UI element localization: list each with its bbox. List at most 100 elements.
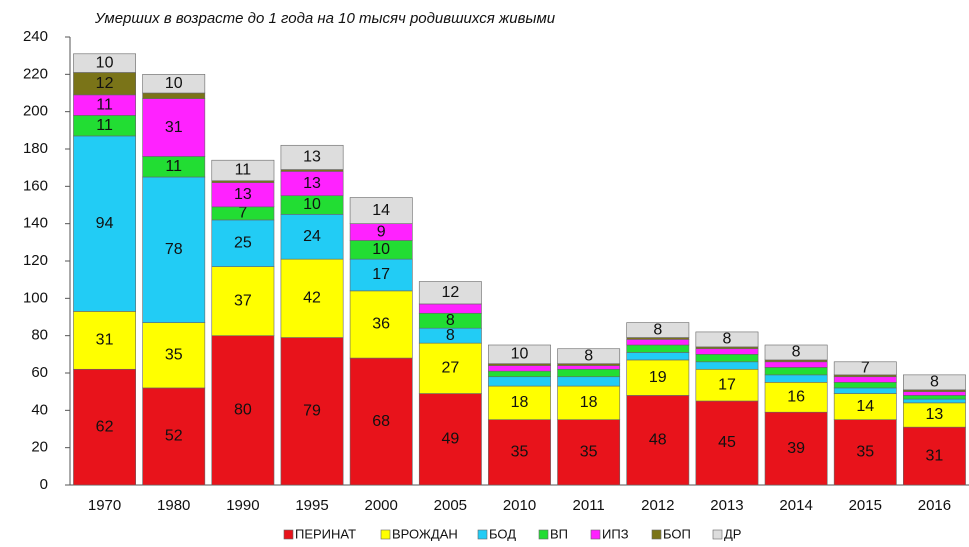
- bar-segment: [280, 258, 344, 338]
- data-label: 48: [649, 431, 667, 448]
- data-label: 62: [96, 418, 114, 435]
- x-tick-label: 2013: [710, 497, 743, 514]
- data-label: 25: [234, 234, 252, 251]
- bar-segment: [903, 391, 966, 396]
- data-label: 19: [649, 369, 667, 386]
- data-label: 94: [96, 215, 114, 232]
- data-label: 8: [653, 321, 662, 338]
- data-label: 35: [580, 444, 598, 461]
- bar-segment: [211, 266, 275, 336]
- data-label: 8: [446, 327, 455, 344]
- bar-segment: [903, 398, 966, 404]
- bar-segment: [142, 387, 206, 486]
- x-tick-label: 1995: [295, 497, 328, 514]
- data-label: 49: [441, 430, 459, 447]
- y-tick-label: 0: [40, 476, 48, 493]
- bar-segment: [557, 385, 621, 420]
- x-tick-label: 2015: [849, 497, 882, 514]
- bar-segment: [695, 331, 759, 348]
- bar-segment: [903, 426, 966, 486]
- legend-swatch: [380, 529, 391, 540]
- bar-segment: [626, 359, 690, 396]
- data-label: 37: [234, 292, 252, 309]
- bar-segment: [833, 382, 897, 389]
- legend-label: ДР: [724, 526, 741, 541]
- bar-segment: [418, 281, 482, 305]
- data-label: 18: [511, 394, 529, 411]
- x-tick-label: 2011: [573, 497, 605, 514]
- data-label: 35: [165, 346, 183, 363]
- bar-segment: [349, 290, 413, 359]
- data-label: 10: [165, 75, 183, 92]
- legend-label: ПЕРИНАТ: [295, 526, 356, 541]
- bar-segment: [903, 374, 966, 391]
- bar-segment: [903, 395, 966, 400]
- bar-segment: [280, 337, 344, 486]
- bar-segment: [211, 182, 275, 208]
- bar-segment: [418, 303, 482, 314]
- bar-segment: [73, 368, 136, 486]
- data-label: 12: [441, 284, 459, 301]
- bar-segment: [626, 322, 690, 338]
- data-label: 24: [303, 228, 321, 245]
- bar-segment: [695, 354, 759, 363]
- bar-segment: [626, 344, 690, 353]
- data-label: 11: [235, 162, 252, 179]
- data-label: 31: [926, 447, 944, 464]
- y-tick-label: 240: [23, 28, 48, 45]
- bar-segment: [211, 159, 275, 182]
- y-tick-label: 200: [23, 103, 48, 120]
- bar-segment: [142, 92, 206, 99]
- data-label: 31: [96, 332, 114, 349]
- bar-segment: [488, 419, 551, 486]
- y-tick-label: 180: [23, 140, 48, 157]
- bar-segment: [488, 365, 551, 372]
- bar-segment: [349, 357, 413, 486]
- data-label: 45: [718, 434, 736, 451]
- bar-segment: [73, 311, 136, 370]
- bar-segment: [211, 335, 275, 486]
- bar-segment: [349, 197, 413, 224]
- x-tick-label: 2014: [779, 497, 812, 514]
- x-tick-label: 1990: [226, 497, 259, 514]
- data-label: 13: [303, 149, 321, 166]
- data-label: 8: [723, 331, 732, 348]
- y-tick-label: 140: [23, 215, 48, 232]
- bar-segment: [142, 176, 206, 323]
- legend-swatch: [477, 529, 488, 540]
- bar-segment: [833, 387, 897, 394]
- x-tick-label: 2016: [918, 497, 951, 514]
- y-tick-label: 20: [31, 439, 48, 456]
- bar-segment: [488, 370, 551, 378]
- data-label: 14: [372, 202, 390, 219]
- bar-segment: [695, 368, 759, 402]
- y-tick-label: 80: [31, 327, 48, 344]
- bar-segment: [626, 352, 690, 361]
- data-label: 8: [930, 374, 939, 391]
- data-label: 42: [303, 290, 321, 307]
- data-label: 18: [580, 394, 598, 411]
- bar-segment: [764, 411, 828, 486]
- data-label: 10: [372, 241, 390, 258]
- legend-swatch: [283, 529, 294, 540]
- bar-segment: [764, 382, 828, 413]
- legend-label: ИПЗ: [602, 526, 629, 541]
- data-label: 13: [234, 186, 252, 203]
- bar-segment: [903, 402, 966, 428]
- legend-label: ВРОЖДАН: [392, 526, 458, 541]
- data-label: 35: [511, 444, 529, 461]
- data-label: 52: [165, 428, 183, 445]
- data-label: 17: [372, 266, 390, 283]
- bar-segment: [626, 339, 690, 346]
- bar-segment: [488, 344, 551, 364]
- y-tick-label: 40: [31, 401, 48, 418]
- bar-segment: [833, 419, 897, 486]
- bar-segment: [557, 365, 621, 370]
- data-label: 31: [165, 119, 183, 136]
- data-label: 13: [926, 406, 944, 423]
- bar-segment: [142, 74, 206, 94]
- bar-segment: [211, 219, 275, 267]
- data-label: 78: [165, 241, 183, 258]
- y-tick-label: 220: [23, 65, 48, 82]
